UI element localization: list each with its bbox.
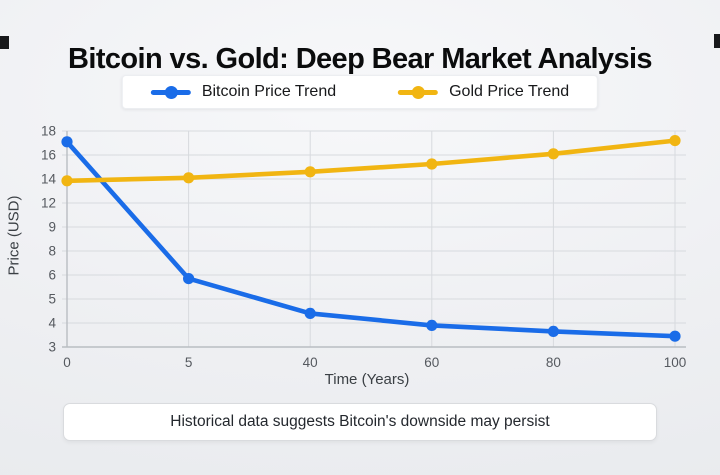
svg-text:9: 9 xyxy=(48,220,56,235)
chart-plot-area: 3 4 5 6 8 9 12 14 16 18 0 5 40 60 80 100 xyxy=(20,120,700,371)
legend-label-gold: Gold Price Trend xyxy=(449,83,570,100)
svg-text:5: 5 xyxy=(48,292,56,307)
chart-svg: 3 4 5 6 8 9 12 14 16 18 0 5 40 60 80 100 xyxy=(41,124,687,371)
caption-text: Historical data suggests Bitcoin's downs… xyxy=(170,413,550,430)
chart-legend: Bitcoin Price Trend Gold Price Trend xyxy=(121,75,599,109)
svg-text:8: 8 xyxy=(48,244,56,259)
caption-box: Historical data suggests Bitcoin's downs… xyxy=(63,403,657,441)
legend-item-bitcoin[interactable]: Bitcoin Price Trend xyxy=(150,83,337,101)
legend-label-bitcoin: Bitcoin Price Trend xyxy=(201,83,337,100)
svg-text:100: 100 xyxy=(664,355,687,370)
svg-text:12: 12 xyxy=(41,196,56,211)
svg-text:6: 6 xyxy=(48,268,56,283)
page-title: Bitcoin vs. Gold: Deep Bear Market Analy… xyxy=(68,43,653,76)
left-edge-artifact xyxy=(0,36,9,49)
svg-text:16: 16 xyxy=(41,148,56,163)
svg-text:60: 60 xyxy=(424,355,439,370)
bitcoin-line-marker-icon xyxy=(150,85,191,99)
svg-text:4: 4 xyxy=(48,316,56,331)
x-axis-title: Time (Years) xyxy=(324,371,410,388)
right-edge-artifact xyxy=(714,34,720,48)
svg-text:14: 14 xyxy=(41,172,57,187)
svg-text:40: 40 xyxy=(303,355,318,370)
svg-text:18: 18 xyxy=(41,124,56,139)
legend-item-gold[interactable]: Gold Price Trend xyxy=(398,83,569,101)
svg-text:0: 0 xyxy=(63,355,71,370)
svg-text:3: 3 xyxy=(48,340,56,355)
svg-text:80: 80 xyxy=(546,355,561,370)
svg-text:5: 5 xyxy=(185,355,193,370)
gold-line-marker-icon xyxy=(398,85,439,99)
